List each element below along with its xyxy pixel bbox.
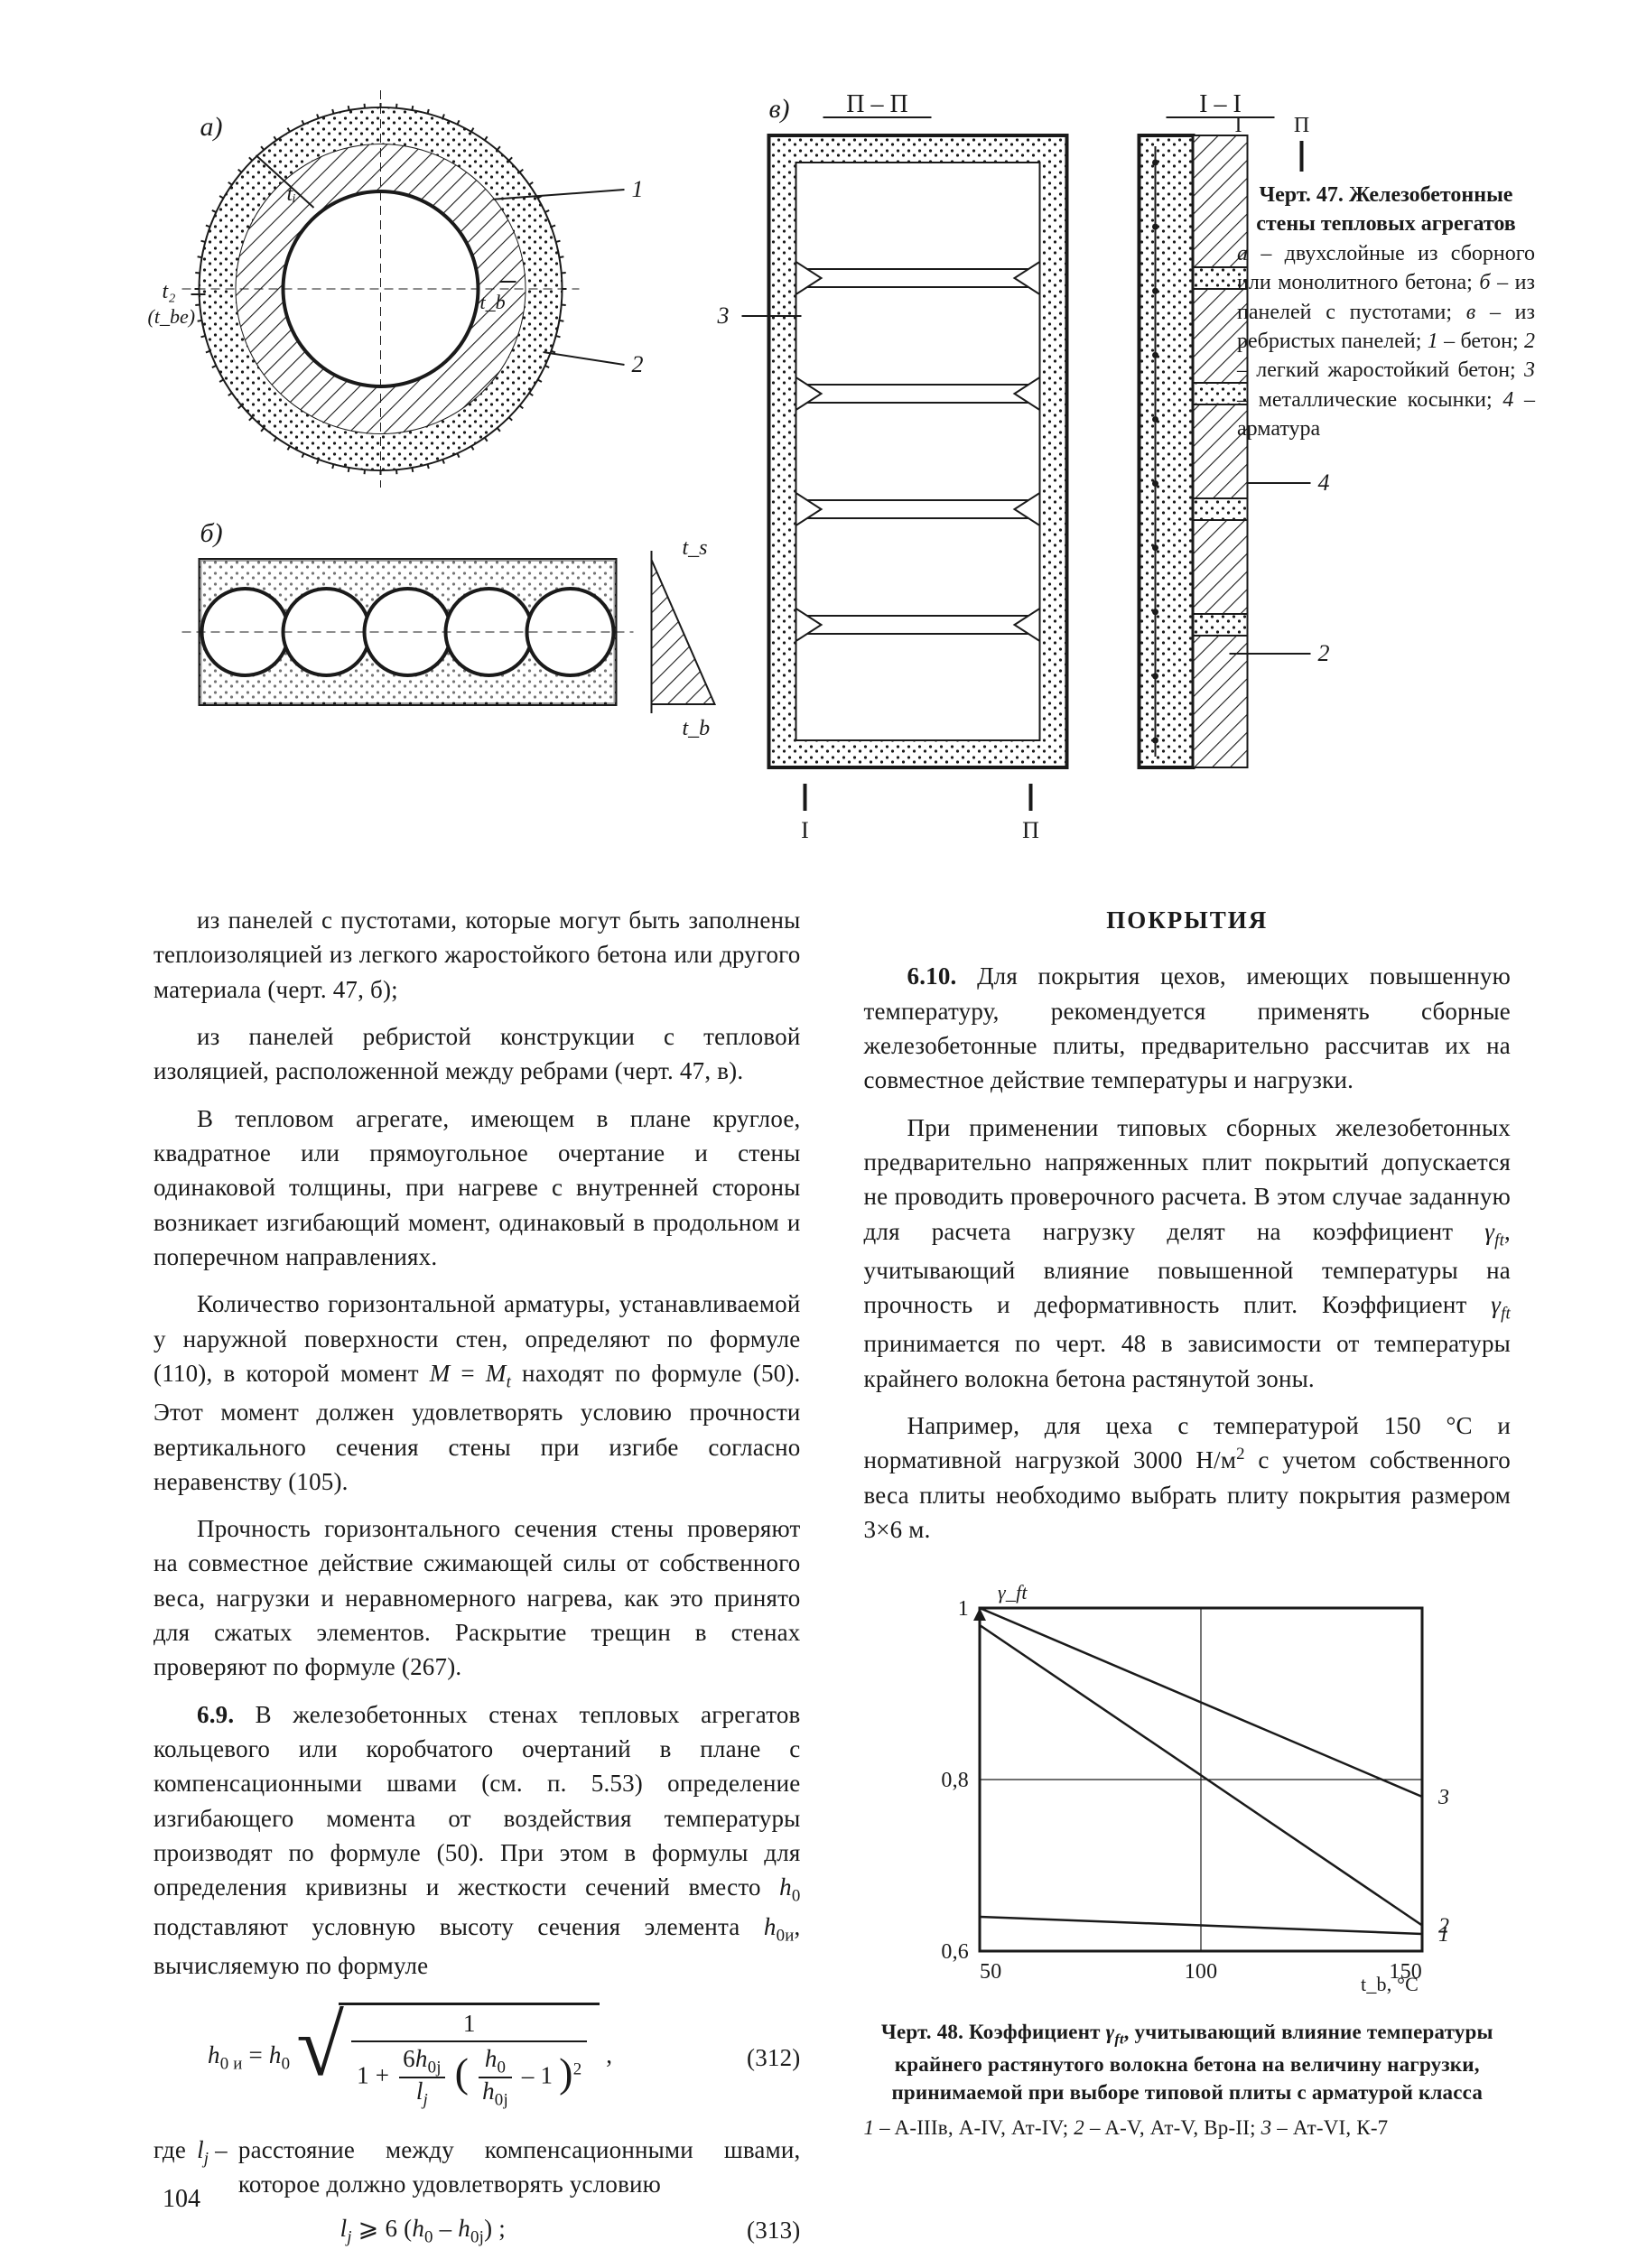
eq312-num: 1	[351, 2011, 587, 2041]
eq312-number: (312)	[693, 2040, 801, 2075]
left-column: из панелей с пустотами, которые могут бы…	[153, 903, 801, 2160]
equation-313: lj ⩾ 6 (h0 – h0j) ; (313)	[153, 2211, 801, 2250]
where1-sym: lj –	[197, 2133, 228, 2202]
eq312-den-f2d: h0j	[479, 2078, 512, 2109]
svg-text:П: П	[1022, 817, 1039, 843]
eq312-den-f1n: 6h0j	[399, 2046, 445, 2078]
svg-text:γ_ft: γ_ft	[998, 1581, 1028, 1603]
page: а)12tᵢt_bt₂(t_be)б)t_st_bв)П – П3IПIПI –…	[0, 0, 1628, 2268]
eq312-den-tail: – 1	[522, 2061, 553, 2088]
right-p2: При применении типовых сборных железобет…	[864, 1111, 1512, 1396]
where1-desc: расстояние между компенсационными швами,…	[238, 2133, 801, 2202]
svg-text:t_b: t_b	[683, 717, 711, 740]
equation-312: h0 и = h0 √ 1 1 + 6h0j lj	[208, 2003, 801, 2113]
svg-text:2: 2	[1438, 1915, 1449, 1938]
eq312-power: 2	[573, 2059, 582, 2078]
svg-text:I: I	[801, 817, 809, 843]
svg-text:1: 1	[632, 176, 644, 202]
left-p5: Прочность горизонтального сечения стены …	[153, 1511, 801, 1685]
eq313-number: (313)	[693, 2213, 801, 2247]
left-p4: Количество горизонтальной арматуры, уста…	[153, 1287, 801, 1499]
svg-text:П: П	[1294, 114, 1309, 137]
svg-text:50: 50	[980, 1960, 1001, 1984]
svg-text:4: 4	[1318, 469, 1330, 496]
eq312-tail: ,	[606, 2041, 612, 2068]
svg-text:1: 1	[958, 1597, 969, 1621]
left-p6: 6.9. В железобетонных стенах тепловых аг…	[153, 1697, 801, 1983]
text-columns: из панелей с пустотами, которые могут бы…	[153, 903, 1511, 2160]
svg-text:б): б)	[200, 518, 223, 548]
fig47-caption-title: Черт. 47. Железобетонные стены тепловых …	[1237, 181, 1535, 239]
left-p2: из панелей ребристой конструкции с тепло…	[153, 1019, 801, 1089]
svg-text:в): в)	[769, 94, 790, 124]
coverings-title: ПОКРЫТИЯ	[864, 903, 1512, 937]
fig47-caption-body: а – двухслойные из сборного или монолитн…	[1237, 242, 1535, 441]
svg-text:t₂: t₂	[163, 280, 176, 303]
svg-text:t_b: t_b	[480, 291, 506, 313]
eq312-den-f2n: h0	[479, 2046, 512, 2078]
fig48-caption-title: Черт. 48. Коэффициент γft, учитывающий в…	[864, 2018, 1512, 2105]
svg-text:0,6: 0,6	[941, 1940, 969, 1964]
figure-47-caption: Черт. 47. Железобетонные стены тепловых …	[1237, 181, 1535, 444]
page-number: 104	[163, 2185, 200, 2214]
where-list: где lj – расстояние между компенсационны…	[153, 2133, 801, 2202]
svg-text:150: 150	[1389, 1960, 1422, 1984]
svg-text:3: 3	[1437, 1786, 1449, 1809]
eq312-den-f1d: lj	[399, 2078, 445, 2109]
fig48-caption-legend: 1 – A-IIIв, A-IV, Ат-IV; 2 – A-V, Ат-V, …	[864, 2114, 1512, 2142]
svg-text:3: 3	[717, 302, 730, 329]
figure-48-chart: γ_ftt_b, °C501001500,60,81123	[864, 1572, 1512, 2005]
svg-text:П – П: П – П	[846, 90, 907, 118]
left-p3: В тепловом агрегате, имеющем в плане кру…	[153, 1101, 801, 1275]
eq312-den-left: 1 +	[357, 2061, 389, 2088]
eq313-body: lj ⩾ 6 (h0 – h0j) ;	[153, 2211, 693, 2250]
right-column: ПОКРЫТИЯ 6.10. Для покрытия цехов, имеющ…	[864, 903, 1512, 2160]
svg-text:0,8: 0,8	[941, 1769, 969, 1792]
svg-text:2: 2	[1318, 640, 1330, 666]
right-p1: 6.10. Для покрытия цехов, имеющих повыше…	[864, 959, 1512, 1097]
svg-text:100: 100	[1184, 1960, 1217, 1984]
left-p1: из панелей с пустотами, которые могут бы…	[153, 903, 801, 1007]
svg-text:I – I: I – I	[1199, 90, 1242, 118]
svg-text:t_s: t_s	[683, 536, 708, 560]
figure-48-caption: Черт. 48. Коэффициент γft, учитывающий в…	[864, 2018, 1512, 2141]
svg-text:(t_be): (t_be)	[148, 305, 196, 328]
right-p3: Например, для цеха с температурой 150 °С…	[864, 1408, 1512, 1547]
svg-text:2: 2	[632, 351, 644, 377]
svg-text:а): а)	[200, 112, 223, 142]
eq312-lhs: h0 и = h0	[208, 2041, 290, 2068]
svg-text:tᵢ: tᵢ	[287, 182, 296, 206]
